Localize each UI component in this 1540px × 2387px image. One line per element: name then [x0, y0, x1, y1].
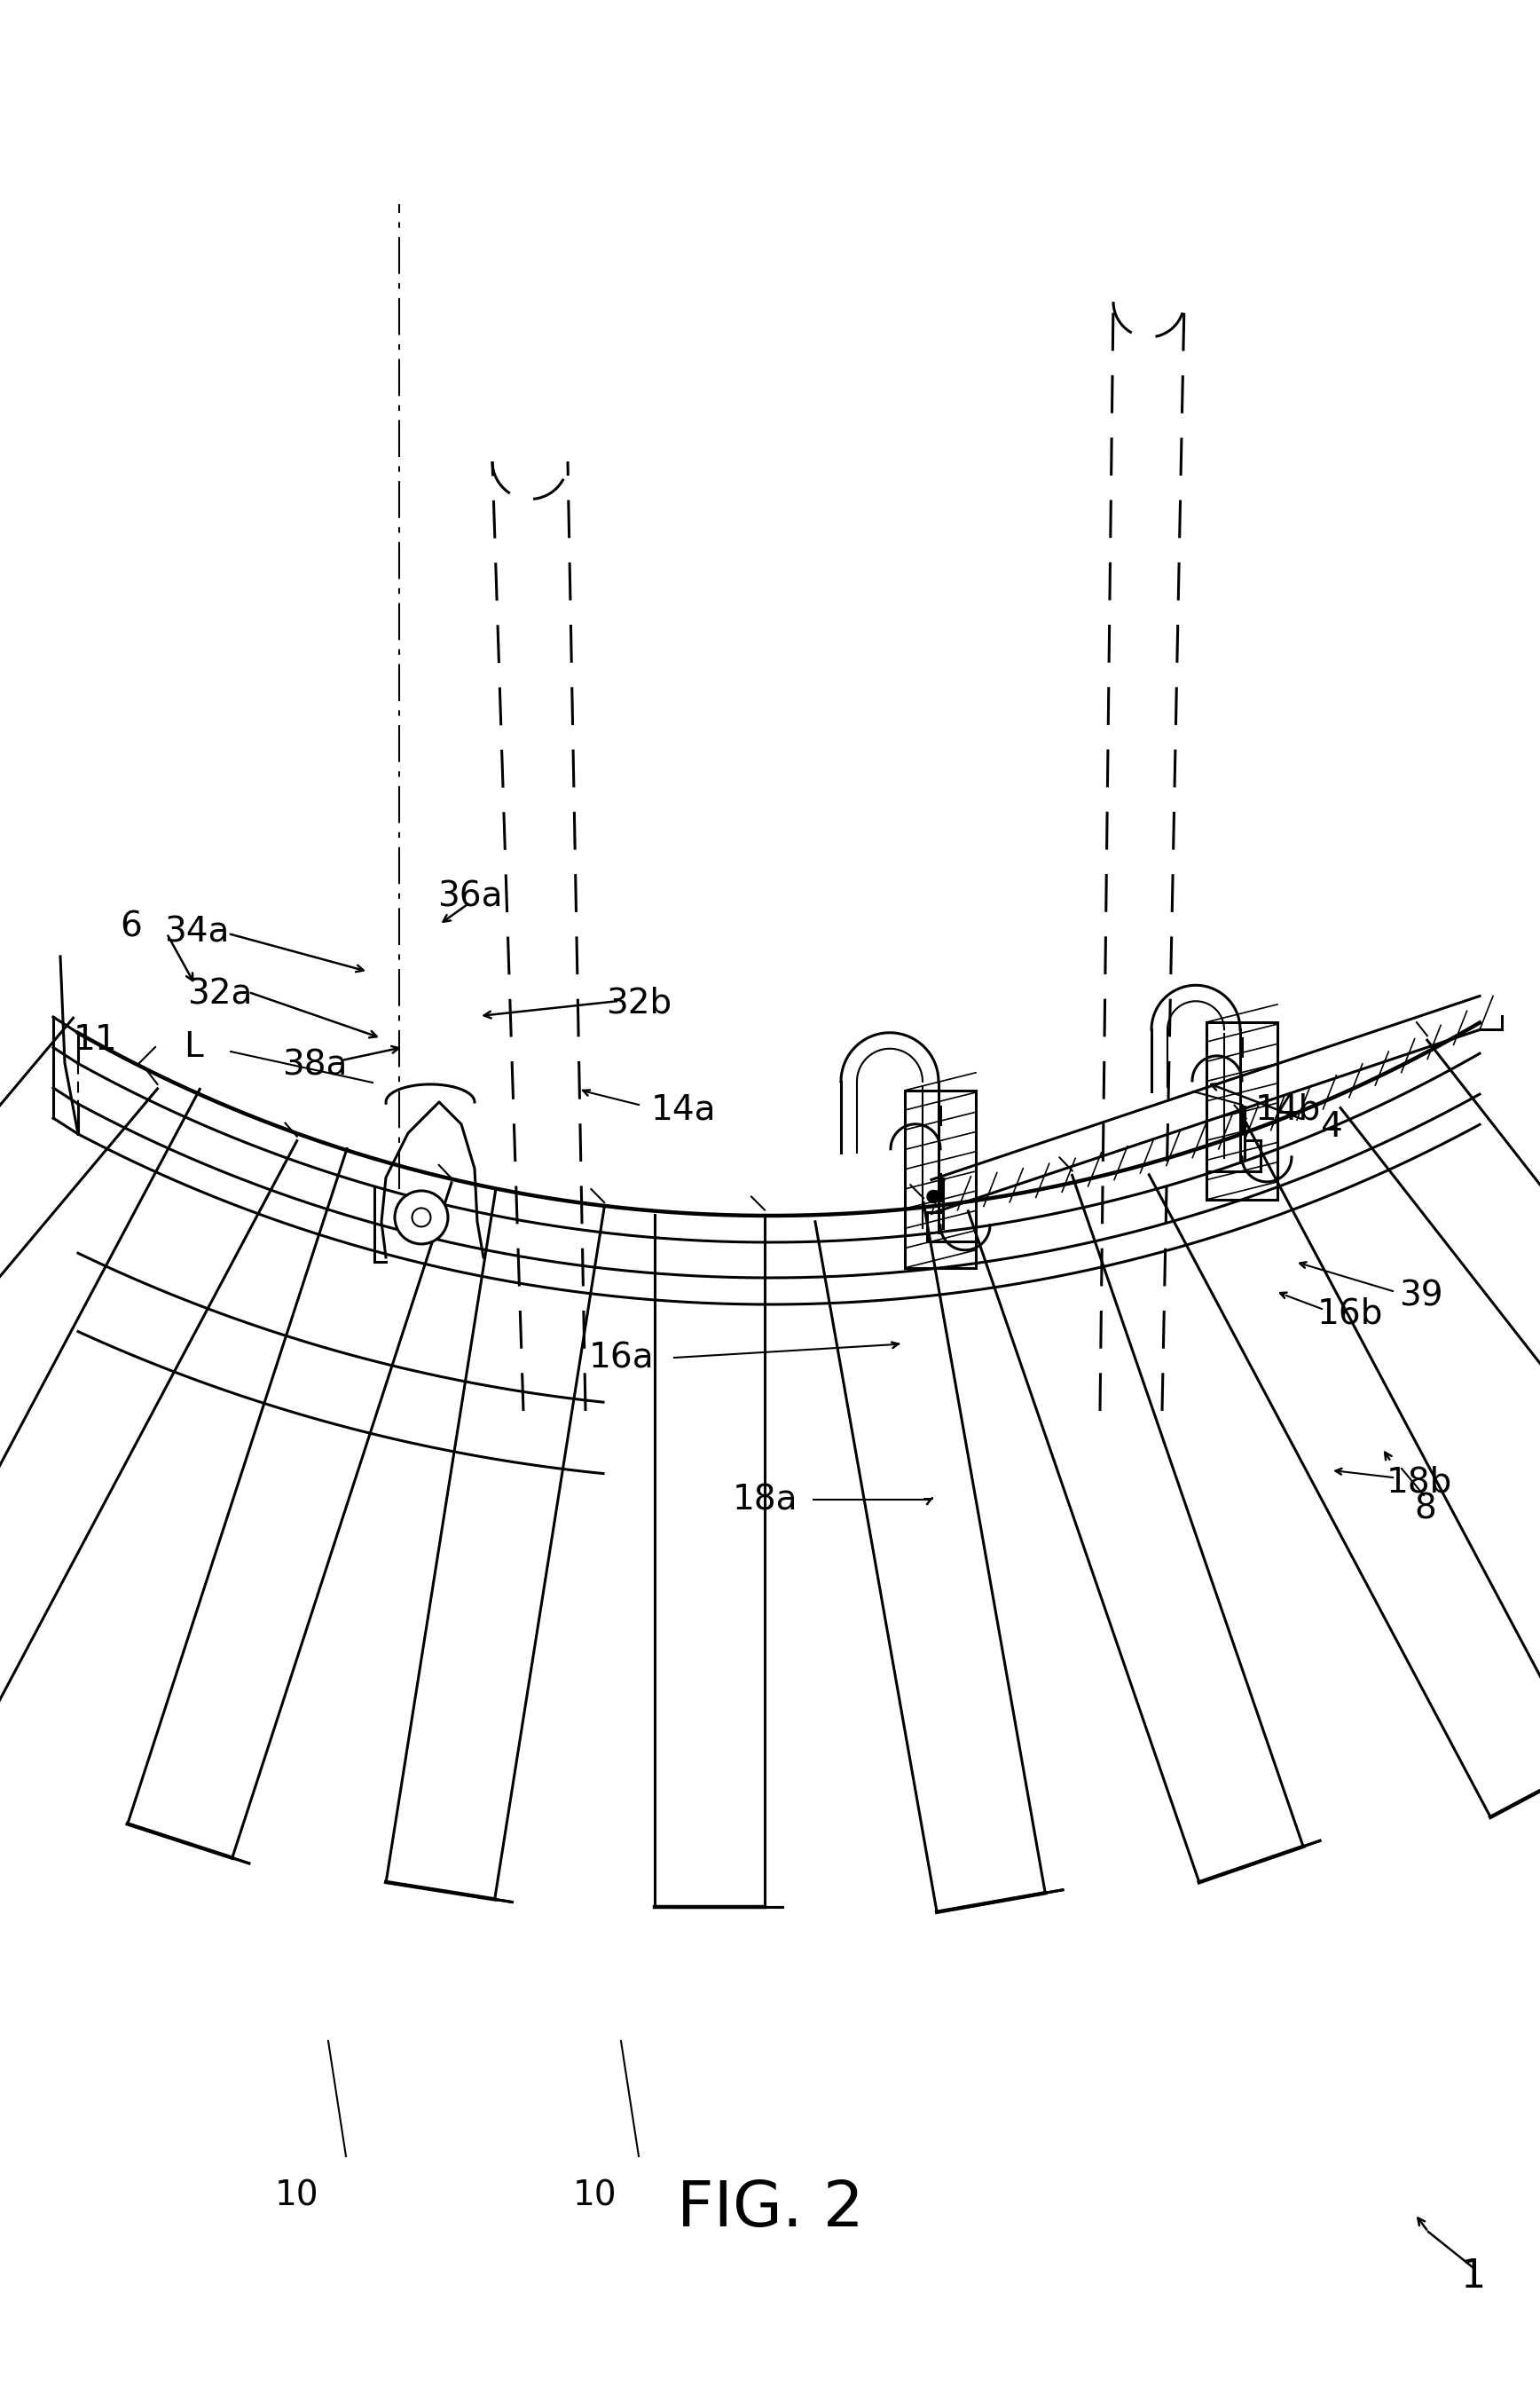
Text: L: L [183, 1031, 203, 1065]
Text: 16a: 16a [588, 1341, 653, 1375]
Text: 14a: 14a [650, 1093, 716, 1127]
Text: 4: 4 [1320, 1110, 1341, 1143]
Circle shape [413, 1208, 431, 1227]
Circle shape [930, 1191, 941, 1201]
Text: 32a: 32a [188, 976, 253, 1010]
Text: 1: 1 [1460, 2258, 1485, 2296]
Text: 6: 6 [120, 909, 142, 945]
Text: 34a: 34a [165, 914, 229, 948]
Circle shape [394, 1191, 448, 1244]
Circle shape [927, 1191, 939, 1203]
Text: 36a: 36a [437, 878, 502, 914]
Text: 8: 8 [1415, 1492, 1437, 1525]
Text: FIG. 2: FIG. 2 [676, 2179, 864, 2239]
Text: 18a: 18a [731, 1482, 798, 1516]
Text: 16b: 16b [1317, 1296, 1383, 1330]
Text: 38a: 38a [282, 1048, 348, 1081]
Text: 18b: 18b [1386, 1466, 1452, 1499]
Bar [906, 1091, 976, 1267]
Text: 10: 10 [573, 2179, 616, 2213]
Text: 32b: 32b [605, 986, 671, 1019]
Text: 14b: 14b [1255, 1093, 1321, 1127]
Text: 10: 10 [276, 2179, 319, 2213]
Bar [1206, 1022, 1277, 1201]
Text: 11: 11 [74, 1024, 119, 1057]
Text: 39: 39 [1400, 1279, 1443, 1313]
